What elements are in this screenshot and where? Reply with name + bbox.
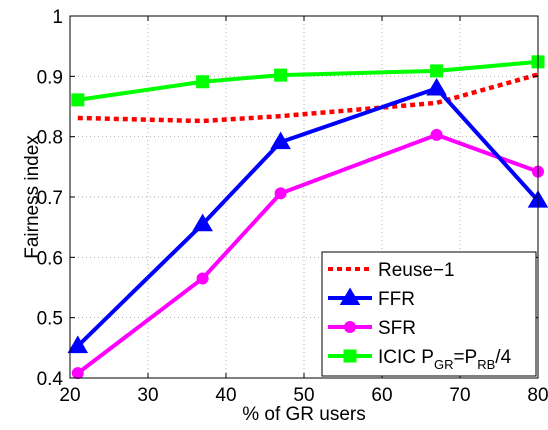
data-point (192, 213, 213, 232)
x-axis-label: % of GR users (242, 404, 366, 425)
series-line (77, 59, 539, 102)
legend-entry: SFR (328, 318, 416, 339)
y-tick-label: 0.7 (37, 188, 63, 209)
axis-ticks: 20 30 40 50 60 70 80 0.4 0.5 0.6 0.7 0.8 0.9 1 (37, 7, 548, 406)
y-tick-label: 1 (52, 7, 63, 28)
series-3 (71, 55, 545, 107)
series-0 (77, 72, 539, 124)
x-tick-label: 40 (215, 385, 236, 406)
legend-label: Reuse−1 (378, 260, 455, 281)
y-tick-label: 0.9 (37, 67, 63, 88)
legend-entry: Reuse−1 (328, 260, 455, 281)
x-tick-label: 60 (371, 385, 392, 406)
data-point (430, 64, 444, 78)
x-tick-label: 50 (293, 385, 314, 406)
y-tick-label: 0.8 (37, 128, 63, 149)
legend-marker (344, 321, 356, 333)
data-point (67, 335, 89, 354)
x-tick-label: 30 (137, 385, 158, 406)
y-tick-label: 0.4 (37, 369, 64, 390)
data-point (71, 93, 85, 107)
y-tick-label: 0.6 (37, 248, 63, 269)
x-tick-label: 20 (59, 385, 80, 406)
legend-label: ICIC PGR=PRB/4 (378, 347, 512, 372)
series-line (77, 72, 539, 124)
legend-marker (339, 287, 361, 306)
y-tick-label: 0.5 (37, 309, 63, 330)
data-point (274, 68, 288, 82)
legend: Reuse−1 FFR SFR ICIC PGR=PRB/4 (321, 251, 537, 377)
data-point (426, 77, 447, 96)
x-tick-label: 70 (449, 385, 470, 406)
legend-marker (343, 349, 357, 363)
y-axis-label: Fairness index (22, 135, 43, 259)
data-point (71, 367, 84, 380)
x-tick-label: 80 (527, 385, 548, 406)
data-point (196, 272, 209, 285)
data-point (430, 128, 443, 141)
legend-entry: ICIC PGR=PRB/4 (328, 347, 512, 372)
series-layer (67, 55, 548, 380)
legend-label: SFR (378, 318, 416, 339)
data-point (196, 75, 210, 89)
legend-label: FFR (378, 289, 415, 310)
legend-entry: FFR (328, 287, 415, 310)
series-2 (71, 128, 544, 380)
data-point (274, 187, 287, 200)
data-point (270, 131, 291, 150)
